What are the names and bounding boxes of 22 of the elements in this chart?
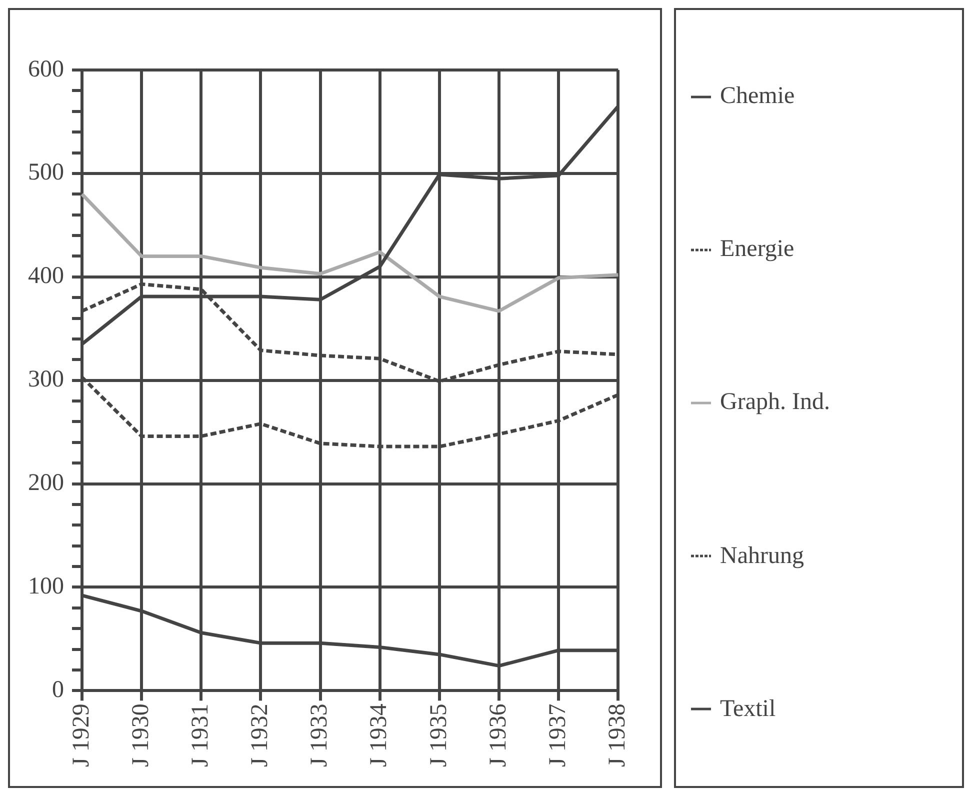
x-tick-label: J 1930	[128, 704, 154, 768]
x-tick-label: J 1935	[426, 704, 452, 768]
legend-label: Chemie	[720, 83, 795, 110]
legend-label: Textil	[720, 696, 776, 723]
x-tick-label: J 1929	[68, 704, 94, 768]
legend-label: Energie	[720, 236, 794, 264]
legend-label: Nahrung	[720, 542, 804, 570]
y-tick-label: 400	[28, 263, 64, 290]
x-tick-label: J 1931	[187, 704, 214, 768]
x-tick-label: J 1933	[306, 704, 333, 768]
x-tick-label: J 1934	[366, 704, 392, 768]
legend-label: Graph. Ind.	[720, 389, 830, 416]
y-tick-label: 0	[52, 676, 64, 703]
y-tick-label: 100	[28, 574, 64, 600]
x-tick-label: J 1936	[485, 704, 512, 768]
x-tick-label: J 1937	[544, 704, 571, 768]
x-tick-label: J 1932	[247, 704, 274, 768]
y-tick-label: 500	[28, 160, 64, 186]
y-tick-label: 200	[28, 470, 64, 496]
y-tick-label: 300	[28, 366, 64, 393]
x-tick-label: J 1938	[604, 704, 630, 768]
y-tick-label: 600	[28, 56, 64, 82]
